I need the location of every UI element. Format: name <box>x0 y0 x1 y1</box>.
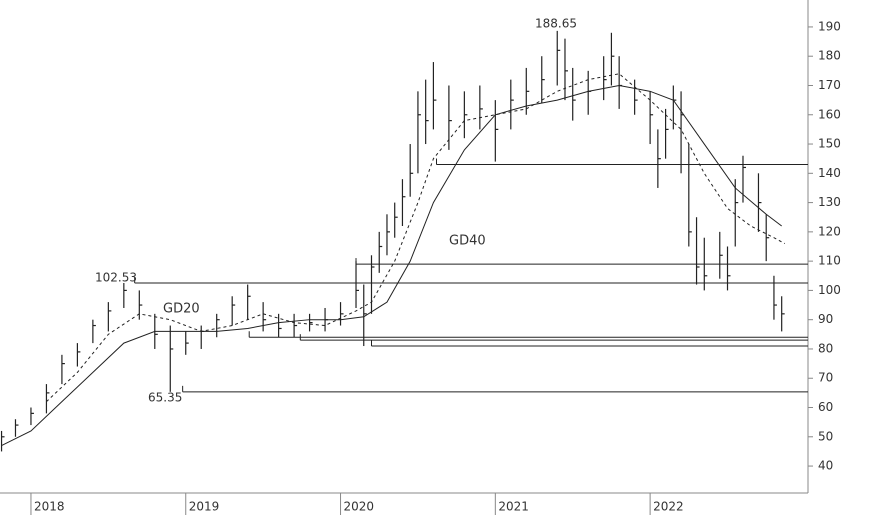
y-tick-label: 60 <box>818 400 833 414</box>
y-tick-label: 90 <box>818 312 833 326</box>
annotation: 188.65 <box>535 17 577 31</box>
y-tick-label: 120 <box>818 224 841 238</box>
y-tick-label: 170 <box>818 78 841 92</box>
y-tick-label: 110 <box>818 254 841 268</box>
annotation: 65.35 <box>148 391 182 405</box>
x-tick-label: 2020 <box>344 500 375 514</box>
y-tick-label: 100 <box>818 283 841 297</box>
y-tick-label: 140 <box>818 166 841 180</box>
series-label: GD40 <box>449 234 486 249</box>
y-tick-label: 80 <box>818 341 833 355</box>
moving-average <box>1 84 782 447</box>
x-tick-label: 2018 <box>34 500 65 514</box>
y-tick-label: 150 <box>818 137 841 151</box>
y-tick-label: 50 <box>818 429 833 443</box>
y-tick-label: 130 <box>818 195 841 209</box>
y-tick-label: 160 <box>818 107 841 121</box>
moving-average <box>46 73 786 403</box>
x-tick-label: 2021 <box>498 500 529 514</box>
y-tick-label: 180 <box>818 49 841 63</box>
series-label: GD20 <box>163 302 200 317</box>
y-tick-label: 70 <box>818 371 833 385</box>
y-tick-label: 190 <box>818 19 841 33</box>
annotation: 102.53 <box>95 271 137 285</box>
x-tick-label: 2019 <box>189 500 220 514</box>
x-tick-label: 2022 <box>653 500 684 514</box>
y-tick-label: 40 <box>818 459 833 473</box>
